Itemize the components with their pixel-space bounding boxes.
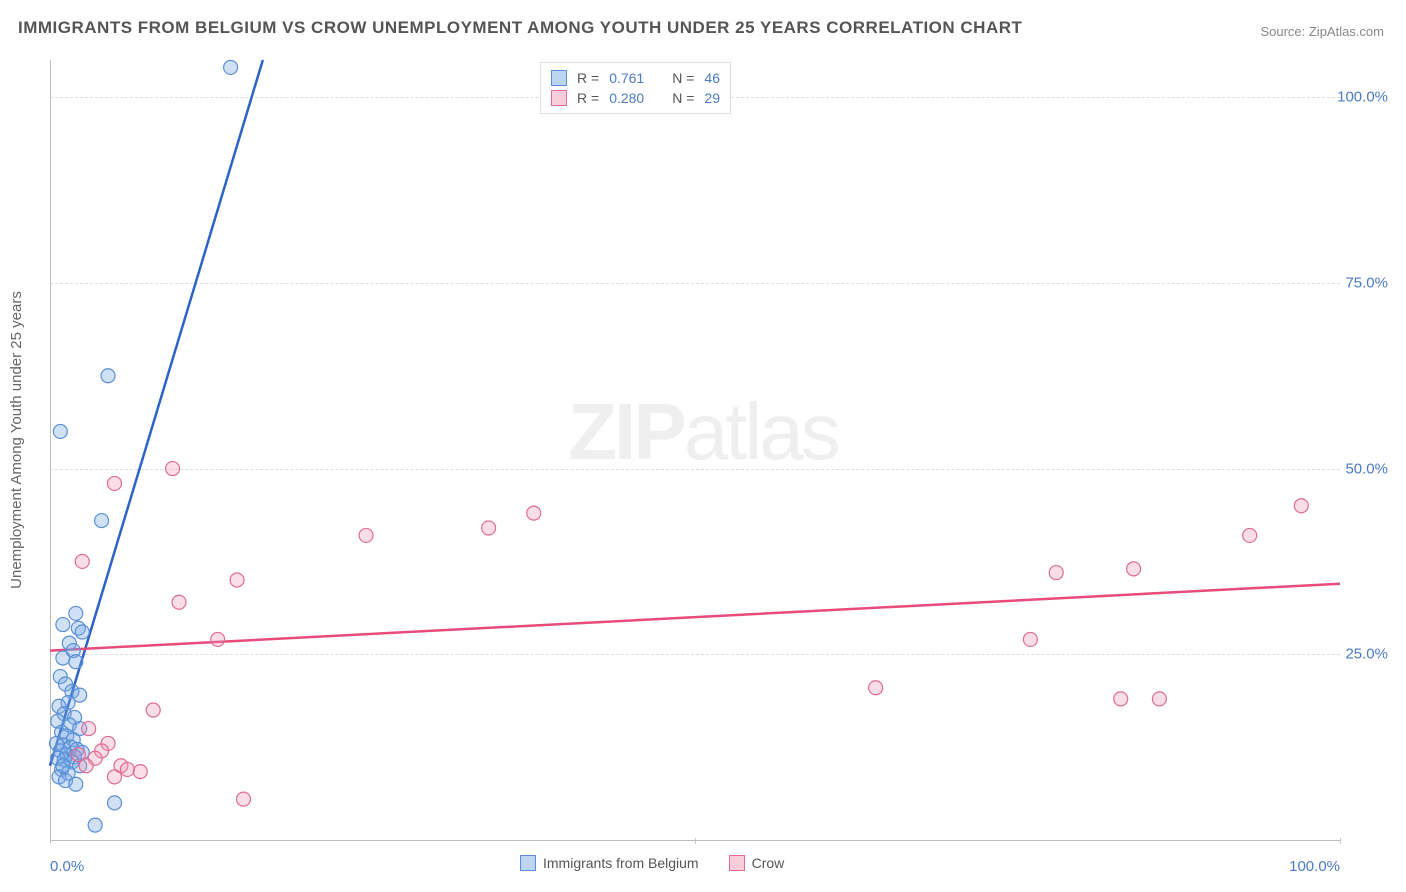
stat-n-label-1: N = xyxy=(672,90,694,106)
legend-stats-row-0: R = 0.761 N = 46 xyxy=(551,68,720,88)
stat-n-value-0: 46 xyxy=(704,70,720,86)
data-point xyxy=(869,681,883,695)
data-point xyxy=(166,462,180,476)
data-point xyxy=(79,759,93,773)
data-point xyxy=(108,476,122,490)
data-point xyxy=(101,369,115,383)
data-point xyxy=(359,528,373,542)
data-point xyxy=(75,625,89,639)
data-point xyxy=(527,506,541,520)
legend-series: Immigrants from Belgium Crow xyxy=(520,855,784,871)
stat-n-label-0: N = xyxy=(672,70,694,86)
data-point xyxy=(1114,692,1128,706)
y-tick-label: 50.0% xyxy=(1345,460,1388,477)
y-tick-label: 100.0% xyxy=(1337,89,1388,106)
data-point xyxy=(1152,692,1166,706)
data-point xyxy=(53,424,67,438)
chart-title: IMMIGRANTS FROM BELGIUM VS CROW UNEMPLOY… xyxy=(18,18,1022,38)
data-point xyxy=(211,632,225,646)
scatter-plot xyxy=(50,60,1340,840)
legend-series-item-0: Immigrants from Belgium xyxy=(520,855,699,871)
stat-r-label-0: R = xyxy=(577,70,599,86)
data-point xyxy=(95,514,109,528)
data-point xyxy=(69,777,83,791)
legend-swatch-0 xyxy=(551,70,567,86)
source-prefix: Source: xyxy=(1260,24,1308,39)
data-point xyxy=(1294,499,1308,513)
x-tick-mark xyxy=(1340,838,1341,844)
stat-n-value-1: 29 xyxy=(704,90,720,106)
data-point xyxy=(88,818,102,832)
data-point xyxy=(69,606,83,620)
legend-stats: R = 0.761 N = 46 R = 0.280 N = 29 xyxy=(540,62,731,114)
data-point xyxy=(108,796,122,810)
data-point xyxy=(1049,566,1063,580)
data-point xyxy=(1243,528,1257,542)
legend-series-label-1: Crow xyxy=(752,855,785,871)
data-point xyxy=(237,792,251,806)
source-attribution: Source: ZipAtlas.com xyxy=(1260,24,1384,39)
legend-series-swatch-0 xyxy=(520,855,536,871)
data-point xyxy=(1023,632,1037,646)
data-point xyxy=(108,770,122,784)
source-name: ZipAtlas.com xyxy=(1309,24,1384,39)
legend-swatch-1 xyxy=(551,90,567,106)
legend-series-label-0: Immigrants from Belgium xyxy=(543,855,699,871)
y-tick-label: 25.0% xyxy=(1345,646,1388,663)
data-point xyxy=(56,618,70,632)
data-point xyxy=(224,60,238,74)
y-axis-label: Unemployment Among Youth under 25 years xyxy=(8,291,25,589)
stat-r-label-1: R = xyxy=(577,90,599,106)
data-point xyxy=(120,762,134,776)
data-point xyxy=(56,759,70,773)
stat-r-value-0: 0.761 xyxy=(609,70,644,86)
x-tick-label: 0.0% xyxy=(50,858,84,875)
data-point xyxy=(482,521,496,535)
x-tick-label: 100.0% xyxy=(1289,858,1340,875)
y-tick-label: 75.0% xyxy=(1345,274,1388,291)
data-point xyxy=(56,651,70,665)
data-point xyxy=(75,554,89,568)
legend-stats-row-1: R = 0.280 N = 29 xyxy=(551,88,720,108)
data-point xyxy=(82,722,96,736)
data-point xyxy=(133,765,147,779)
data-point xyxy=(230,573,244,587)
data-point xyxy=(146,703,160,717)
data-point xyxy=(1127,562,1141,576)
legend-series-item-1: Crow xyxy=(729,855,785,871)
data-point xyxy=(69,655,83,669)
trendline-1 xyxy=(50,584,1340,651)
data-point xyxy=(172,595,186,609)
x-axis-line xyxy=(50,840,1340,841)
stat-r-value-1: 0.280 xyxy=(609,90,644,106)
chart-container: IMMIGRANTS FROM BELGIUM VS CROW UNEMPLOY… xyxy=(0,0,1406,892)
legend-series-swatch-1 xyxy=(729,855,745,871)
